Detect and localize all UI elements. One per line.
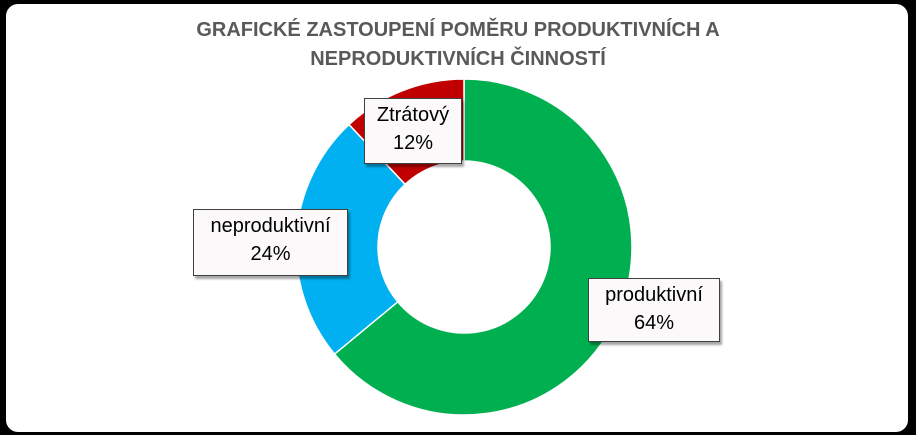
data-label-ztratovy: Ztrátový 12% bbox=[364, 98, 462, 164]
data-label-value: 12% bbox=[392, 132, 434, 154]
data-label-value: 24% bbox=[250, 243, 291, 265]
chart-title-line-1: GRAFICKÉ ZASTOUPENÍ POMĚRU PRODUKTIVNÍCH… bbox=[196, 19, 720, 41]
data-label-value: 64% bbox=[633, 312, 675, 334]
data-label-name: neproduktivní bbox=[210, 215, 331, 237]
chart-title-line-2: NEPRODUKTIVNÍCH ČINNOSTÍ bbox=[310, 48, 606, 70]
chart-title: GRAFICKÉ ZASTOUPENÍ POMĚRU PRODUKTIVNÍCH… bbox=[0, 16, 916, 74]
data-label-neproduktivni: neproduktivní 24% bbox=[193, 209, 348, 276]
data-label-produktivni: produktivní 64% bbox=[588, 278, 720, 342]
donut-slice-0 bbox=[333, 78, 633, 416]
data-label-name: Ztrátový bbox=[376, 104, 450, 126]
donut-slice-1 bbox=[295, 123, 407, 356]
data-label-name: produktivní bbox=[605, 284, 703, 306]
